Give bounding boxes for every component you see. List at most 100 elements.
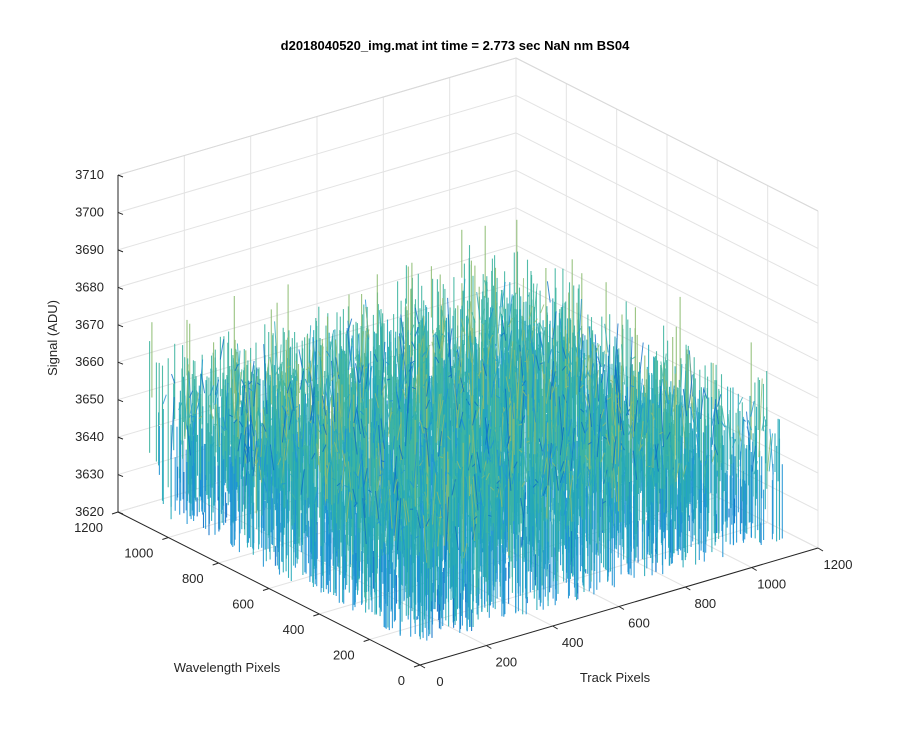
surface-mesh-segment: [267, 403, 272, 406]
surface-mesh-segment: [299, 370, 304, 390]
surface-mesh-segment: [507, 330, 513, 351]
surface-mesh-segment: [393, 372, 398, 382]
surface-mesh-segment: [563, 455, 568, 484]
surface-mesh-segment: [475, 456, 480, 508]
surface-mesh-segment: [346, 491, 351, 523]
surface-mesh-segment: [385, 499, 390, 555]
surface-mesh-segment: [365, 307, 370, 338]
surface-mesh-segment: [477, 370, 482, 377]
surface-mesh-segment: [579, 457, 584, 485]
surface-mesh-segment: [543, 457, 548, 475]
surface-mesh-segment: [265, 359, 270, 386]
surface-mesh-segment: [405, 500, 410, 523]
surface-mesh-segment: [400, 518, 405, 550]
surface-mesh-segment: [291, 493, 296, 501]
surface-mesh-segment: [419, 426, 424, 476]
surface-mesh-segment: [248, 380, 253, 385]
surface-mesh-segment: [355, 363, 360, 383]
surface-mesh-segment: [186, 425, 191, 456]
surface-mesh-segment: [659, 432, 664, 470]
surface-mesh-segment: [610, 459, 615, 482]
surface-mesh-segment: [402, 345, 407, 384]
surface-mesh-segment: [531, 350, 536, 398]
surface-mesh-segment: [475, 332, 480, 388]
surface-mesh-segment: [367, 480, 372, 498]
surface-mesh-segment: [658, 452, 663, 469]
surface-mesh-segment: [232, 357, 237, 391]
surface-mesh-segment: [353, 426, 358, 455]
surface-mesh-segment: [638, 444, 643, 452]
surface-mesh-segment: [375, 490, 380, 520]
surface-mesh-segment: [576, 337, 582, 377]
surface-mesh-segment: [474, 447, 479, 450]
surface-mesh-segment: [374, 385, 379, 426]
surface-mesh-segment: [410, 324, 415, 335]
surface-mesh-segment: [413, 442, 418, 489]
surface-mesh-segment: [682, 388, 688, 417]
surface-mesh-segment: [645, 399, 651, 434]
surface-mesh-segment: [378, 310, 384, 361]
surface-mesh-segment: [376, 521, 381, 524]
surface-mesh-segment: [577, 472, 582, 479]
surface-mesh-segment: [325, 462, 330, 485]
surface-mesh-segment: [333, 442, 339, 453]
surface-mesh-segment: [611, 393, 616, 426]
surface-mesh-segment: [327, 446, 332, 465]
surface-mesh-segment: [568, 475, 574, 499]
box-edge: [117, 57, 517, 176]
surface-mesh-segment: [663, 353, 667, 377]
surface-mesh-segment: [562, 346, 567, 359]
surface-mesh-segment: [310, 340, 315, 376]
backwall-gridline-z: [117, 244, 517, 363]
surface-mesh-segment: [594, 370, 599, 398]
surface-mesh-segment: [359, 450, 364, 476]
surface-mesh-segment: [400, 502, 405, 507]
surface-mesh-segment: [603, 436, 608, 440]
surface-mesh-segment: [381, 341, 386, 396]
surface-mesh-segment: [347, 399, 352, 419]
surface-mesh-segment: [400, 332, 406, 350]
surface-mesh-segment: [341, 453, 346, 492]
surface-mesh-segment: [587, 441, 592, 445]
surface-mesh-segment: [688, 474, 693, 481]
surface-mesh-segment: [414, 327, 419, 337]
surface-mesh-segment: [564, 426, 569, 461]
surface-mesh-segment: [439, 399, 444, 416]
surface-mesh-segment: [182, 377, 188, 430]
surface-mesh-segment: [477, 475, 483, 505]
surface-mesh-segment: [630, 385, 635, 388]
surface-mesh-segment: [563, 444, 568, 473]
surface-mesh-segment: [654, 443, 659, 460]
surface-mesh-segment: [427, 501, 432, 512]
surface-mesh-segment: [300, 469, 305, 495]
surface-mesh-segment: [746, 411, 751, 451]
surface-mesh-segment: [425, 471, 430, 481]
surface-mesh-segment: [313, 366, 318, 442]
surface-mesh-segment: [485, 529, 490, 534]
surface-mesh-segment: [423, 468, 428, 519]
surface-mesh-segment: [693, 402, 698, 433]
surface-mesh-segment: [500, 403, 505, 418]
surface-mesh-segment: [665, 380, 670, 401]
surface-mesh-segment: [397, 498, 402, 551]
surface-mesh-segment: [351, 335, 356, 384]
surface-mesh-segment: [617, 349, 622, 431]
surface-mesh-segment: [471, 312, 476, 323]
surface-mesh-segment: [633, 454, 638, 480]
surface-mesh-segment: [456, 349, 462, 368]
surface-mesh-segment: [396, 423, 401, 441]
surface-mesh-segment: [530, 399, 535, 465]
surface-mesh-segment: [482, 435, 487, 452]
surface-mesh-segment: [519, 375, 524, 421]
surface-mesh-segment: [353, 405, 358, 424]
surface-mesh-segment: [422, 494, 427, 530]
surface-mesh-segment: [373, 428, 378, 458]
surface-mesh-segment: [262, 423, 267, 432]
surface-mesh-segment: [386, 378, 391, 381]
surface-mesh-segment: [431, 341, 436, 358]
surface-mesh-segment: [594, 334, 599, 402]
surface-mesh-segment: [670, 385, 675, 417]
surface-mesh-segment: [496, 479, 501, 484]
surface-mesh-segment: [743, 419, 746, 422]
surface-mesh-segment: [689, 450, 694, 453]
